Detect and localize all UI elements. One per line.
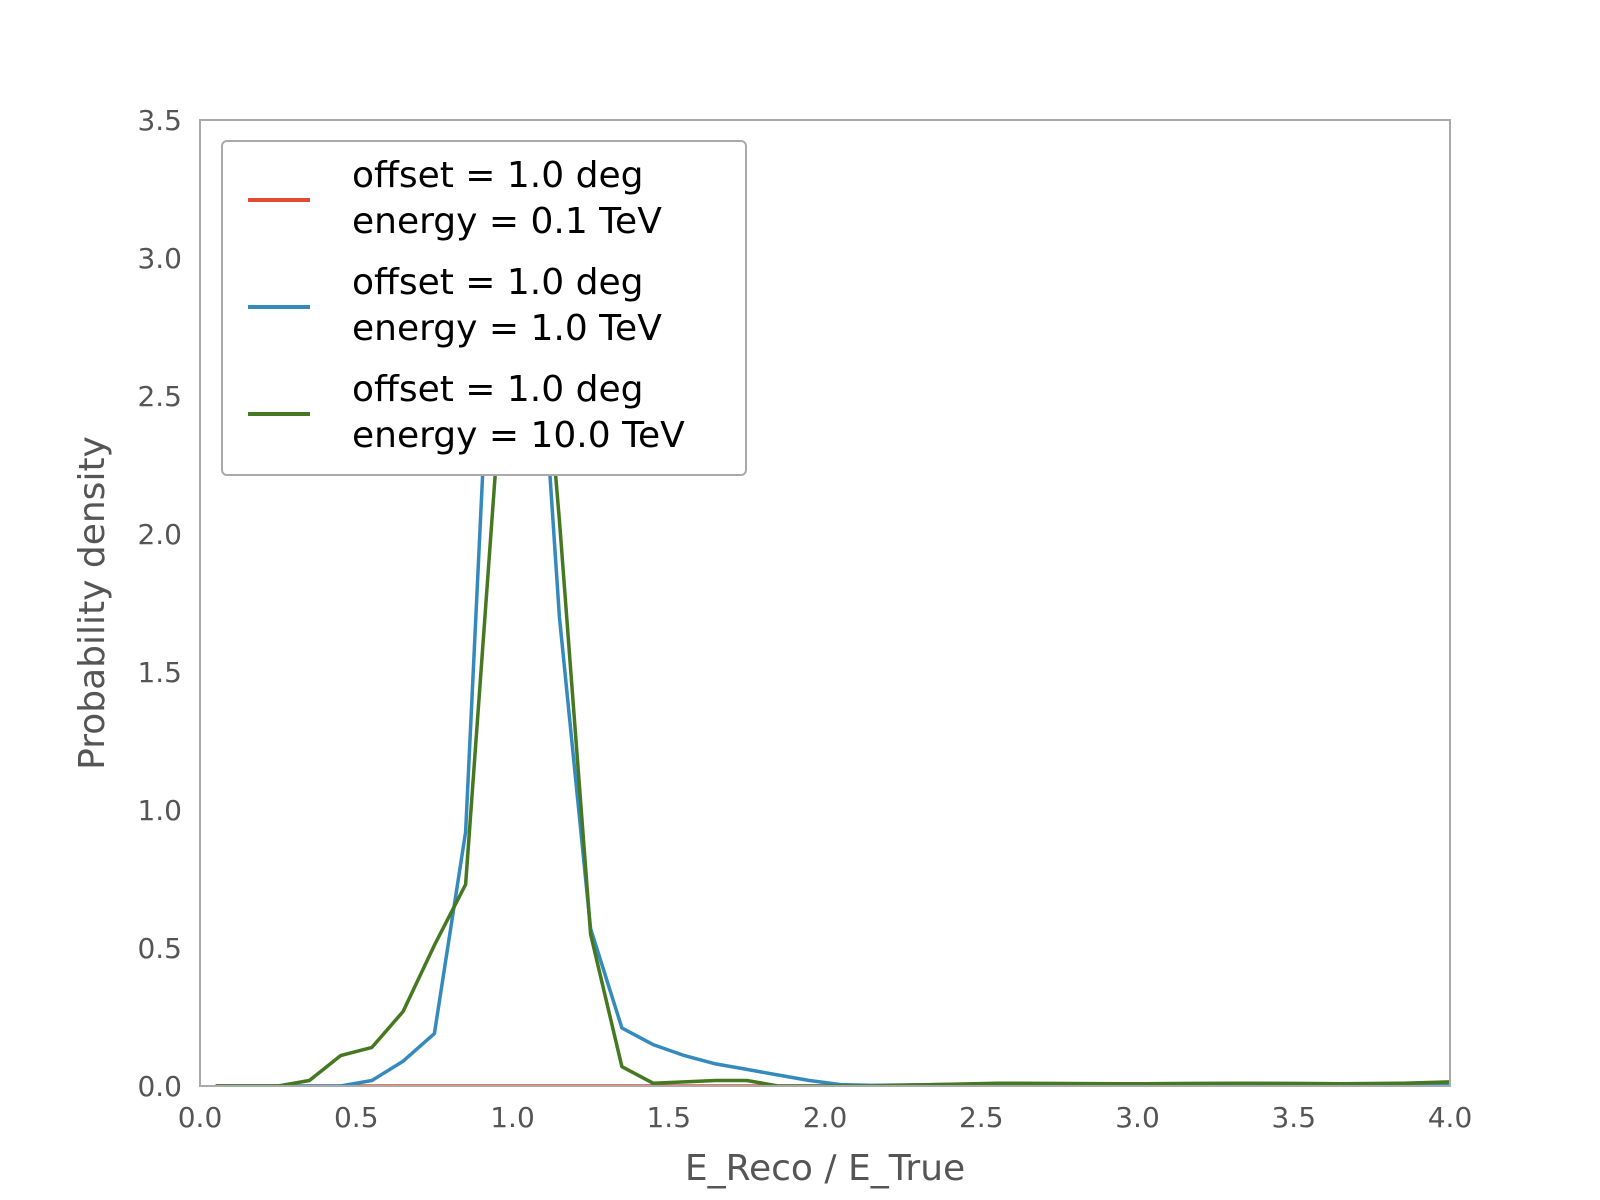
legend-label: energy = 1.0 TeV: [352, 308, 662, 349]
x-tick-label: 1.5: [646, 1101, 691, 1134]
x-tick-label: 0.5: [334, 1101, 379, 1134]
legend: offset = 1.0 deg energy = 0.1 TeV offset =…: [221, 140, 747, 476]
legend-label: offset = 1.0 deg: [352, 155, 643, 196]
plot-frame: [199, 119, 1451, 1087]
y-axis-ticks: 0.0 0.5 1.0 1.5 2.0 2.5 3.0 3.5: [137, 104, 182, 1103]
x-tick-label: 2.5: [959, 1101, 1004, 1134]
y-axis-label: Probability density: [72, 436, 113, 770]
y-tick-label: 3.0: [137, 242, 182, 275]
x-tick-label: 3.0: [1115, 1101, 1160, 1134]
x-tick-label: 0.0: [178, 1101, 223, 1134]
x-axis-ticks: 0.0 0.5 1.0 1.5 2.0 2.5 3.0 3.5 4.0: [178, 1101, 1473, 1134]
x-tick-label: 2.0: [803, 1101, 848, 1134]
x-axis-label: E_Reco / E_True: [685, 1148, 965, 1189]
y-tick-label: 2.0: [137, 518, 182, 551]
legend-label: energy = 0.1 TeV: [352, 201, 662, 242]
legend-label: energy = 10.0 TeV: [352, 415, 685, 456]
y-tick-label: 2.5: [137, 380, 182, 413]
x-tick-label: 3.5: [1271, 1101, 1316, 1134]
y-tick-label: 0.0: [137, 1070, 182, 1103]
series-layer: [215, 145, 1450, 1086]
y-tick-label: 0.5: [137, 932, 182, 965]
series-line-3: [215, 145, 1450, 1086]
x-tick-label: 1.0: [490, 1101, 535, 1134]
legend-label: offset = 1.0 deg: [352, 262, 643, 303]
legend-label: offset = 1.0 deg: [352, 369, 643, 410]
y-tick-label: 3.5: [137, 104, 182, 137]
y-tick-label: 1.0: [137, 794, 182, 827]
legend-box: [221, 140, 747, 476]
y-tick-label: 1.5: [137, 656, 182, 689]
x-tick-label: 4.0: [1428, 1101, 1473, 1134]
